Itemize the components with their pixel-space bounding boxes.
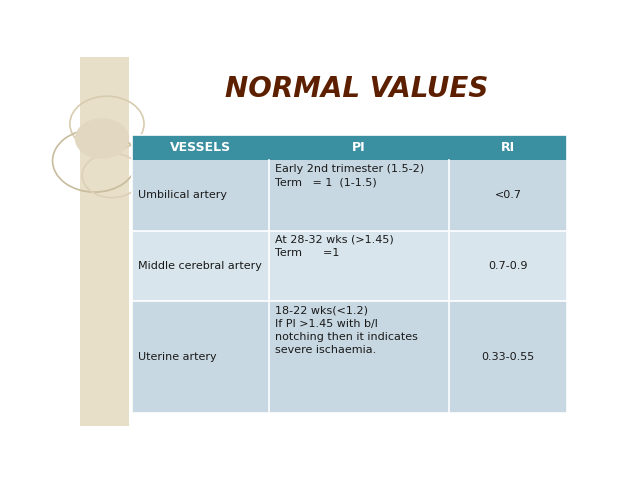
Text: At 28-32 wks (>1.45)
Term      =1: At 28-32 wks (>1.45) Term =1 xyxy=(275,235,394,258)
Text: Uterine artery: Uterine artery xyxy=(138,352,216,362)
Bar xyxy=(131,135,567,413)
Text: Middle cerebral artery: Middle cerebral artery xyxy=(138,261,262,271)
Bar xyxy=(80,57,129,426)
Text: PI: PI xyxy=(352,141,366,154)
Text: RI: RI xyxy=(501,141,515,154)
Bar xyxy=(131,135,567,160)
Text: VESSELS: VESSELS xyxy=(170,141,231,154)
Text: 0.33-0.55: 0.33-0.55 xyxy=(482,352,535,362)
Bar xyxy=(131,301,567,413)
Text: Early 2nd trimester (1.5-2)
Term   = 1  (1-1.5): Early 2nd trimester (1.5-2) Term = 1 (1-… xyxy=(275,164,424,188)
Text: 18-22 wks(<1.2)
If PI >1.45 with b/l
notching then it indicates
severe ischaemia: 18-22 wks(<1.2) If PI >1.45 with b/l not… xyxy=(275,306,417,355)
Bar xyxy=(131,230,567,301)
Text: 0.7-0.9: 0.7-0.9 xyxy=(488,261,528,271)
Bar xyxy=(131,160,567,230)
Text: <0.7: <0.7 xyxy=(494,190,521,200)
Text: NORMAL VALUES: NORMAL VALUES xyxy=(225,75,488,103)
Circle shape xyxy=(75,118,129,159)
Text: Umbilical artery: Umbilical artery xyxy=(138,190,226,200)
